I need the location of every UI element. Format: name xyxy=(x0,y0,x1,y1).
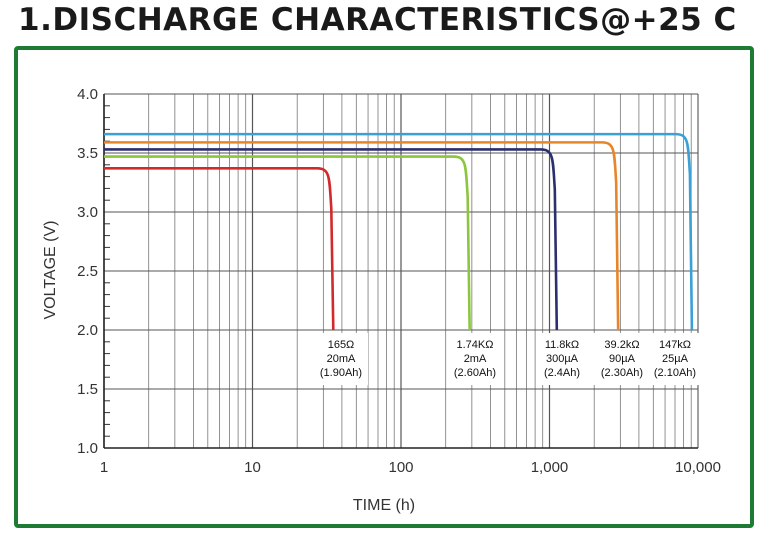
y-axis-label: VOLTAGE (V) xyxy=(42,221,59,320)
series-label-box xyxy=(539,333,585,385)
series-line-5 xyxy=(104,132,694,331)
series-label-box xyxy=(593,333,651,385)
x-tick-label: 100 xyxy=(388,459,413,476)
y-tick-label: 3.0 xyxy=(77,204,98,221)
series-label-box xyxy=(448,333,502,385)
series-label-text: (2.30Ah) xyxy=(601,367,643,379)
series-line-4 xyxy=(104,141,620,331)
x-tick-label: 10 xyxy=(244,459,261,476)
y-tick-label: 3.5 xyxy=(77,145,98,162)
axes: 4.0 3.5 3.0 2.5 2.0 1.5 1.01 10 100 1,000 10,000 xyxy=(77,86,721,476)
series-line-1 xyxy=(104,167,335,331)
x-tick-label: 10,000 xyxy=(675,459,721,476)
series-label-text: 90µA xyxy=(609,353,636,365)
series-label-text: 25µA xyxy=(662,353,689,365)
series-label-text: (1.90Ah) xyxy=(320,367,362,379)
y-tick-label: 2.5 xyxy=(77,263,98,280)
x-tick-label: 1 xyxy=(100,459,108,476)
series-label-text: 300µA xyxy=(546,353,579,365)
series-label-text: (2.10Ah) xyxy=(654,367,696,379)
y-tick-label: 2.0 xyxy=(77,322,98,339)
x-tick-label: 1,000 xyxy=(531,459,569,476)
series-label-text: 11.8kΩ xyxy=(545,339,579,351)
series-label-text: 20mA xyxy=(327,353,356,365)
series-label-text: 165Ω xyxy=(328,339,355,351)
series-label-text: 39.2kΩ xyxy=(604,339,639,351)
x-axis-label: TIME (h) xyxy=(353,497,415,514)
grid xyxy=(103,93,699,449)
series-label-box xyxy=(650,333,700,385)
series-label-text: (2.60Ah) xyxy=(454,367,496,379)
y-tick-label: 1.0 xyxy=(77,440,98,457)
series-line-2 xyxy=(104,155,471,331)
series-label-text: 1.74KΩ xyxy=(457,339,494,351)
series-labels: 165Ω 20mA (1.90Ah) 1.74KΩ 2mA (2.60Ah) 11.8kΩ 3… xyxy=(314,333,700,385)
series-label-text: 147kΩ xyxy=(659,339,691,351)
y-tick-label: 4.0 xyxy=(77,86,98,103)
series-label-text: 2mA xyxy=(464,353,487,365)
page-title: 1.DISCHARGE CHARACTERISTICS@+25 C xyxy=(18,2,737,38)
series xyxy=(104,132,694,331)
y-tick-label: 1.5 xyxy=(77,381,98,398)
series-label-box xyxy=(314,333,368,385)
series-label-text: (2.4Ah) xyxy=(544,367,580,379)
series-line-3 xyxy=(104,148,559,331)
